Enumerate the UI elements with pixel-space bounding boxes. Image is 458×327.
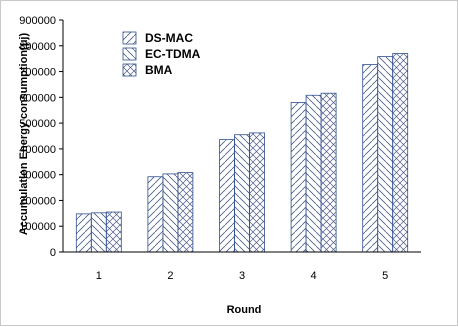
x-tick-label: 5	[382, 270, 388, 282]
bars-group	[75, 53, 409, 253]
y-tick-label: 300000	[19, 170, 56, 182]
bar-ds-mac-round-4	[290, 102, 307, 253]
y-tick-label: 100000	[19, 221, 56, 233]
bar-bma-round-2	[177, 172, 194, 253]
legend-swatch-ec-tdma	[122, 47, 137, 61]
y-tick-label: 900000	[19, 15, 56, 27]
y-tick-label: 500000	[19, 118, 56, 130]
y-axis-ticks: 0 100000 200000 300000 400000 500000 600000 700…	[19, 15, 63, 259]
bar-bma-round-1	[105, 211, 122, 253]
x-axis-ticks: 1 2 3 4 5	[96, 270, 389, 282]
bar-ds-mac-round-1	[75, 213, 92, 253]
bar-ec-tdma-round-3	[234, 134, 250, 253]
y-tick-label: 400000	[19, 144, 56, 156]
bar-bma-round-4	[320, 92, 337, 253]
x-tick-label: 2	[167, 270, 173, 282]
legend-label-ds-mac: DS-MAC	[145, 31, 193, 45]
x-tick-label: 3	[239, 270, 245, 282]
bar-ds-mac-round-3	[219, 139, 235, 253]
legend-swatch-ds-mac	[122, 31, 137, 45]
bar-ds-mac-round-5	[362, 64, 379, 253]
bar-ec-tdma-round-1	[90, 212, 107, 253]
legend: DS-MAC EC-TDMA BMA	[122, 31, 201, 77]
y-tick-label: 200000	[19, 195, 56, 207]
y-tick-label: 0	[50, 247, 56, 259]
x-axis-title: Round	[227, 304, 262, 316]
legend-label-bma: BMA	[145, 63, 173, 77]
y-axis-title: Accumulation Energy consumption(μj)	[18, 33, 30, 236]
bar-bma-round-3	[249, 132, 265, 253]
x-tick-label: 4	[311, 270, 317, 282]
bar-ds-mac-round-2	[147, 176, 164, 253]
legend-label-ec-tdma: EC-TDMA	[145, 47, 201, 61]
bar-ec-tdma-round-4	[305, 94, 322, 253]
y-tick-label: 800000	[19, 41, 56, 53]
bar-ec-tdma-round-5	[377, 56, 394, 253]
bar-ec-tdma-round-2	[162, 173, 179, 253]
y-tick-label: 600000	[19, 92, 56, 104]
y-tick-label: 700000	[19, 67, 56, 79]
x-tick-label: 1	[96, 270, 102, 282]
bar-bma-round-5	[392, 53, 409, 253]
legend-swatch-bma	[122, 63, 137, 77]
